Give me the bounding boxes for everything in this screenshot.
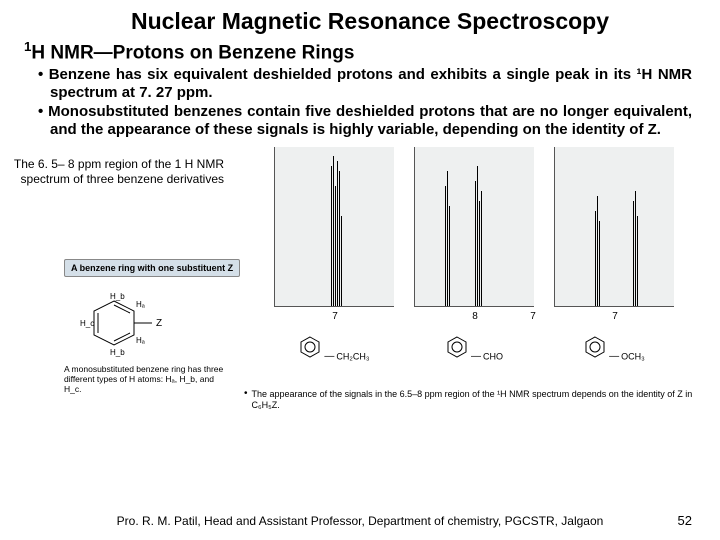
bullet-text: Monosubstituted benzenes contain five de… [48, 103, 692, 138]
slide-title: Nuclear Magnetic Resonance Spectroscopy [44, 8, 696, 35]
svg-text:H_c: H_c [80, 319, 94, 328]
benzene-box-label: A benzene ring with one substituent Z [64, 259, 240, 277]
nmr-peak [633, 201, 634, 306]
nmr-peak [449, 206, 450, 306]
svg-text:Z: Z [156, 318, 162, 329]
nmr-peak [481, 191, 482, 306]
svg-text:H_b: H_b [110, 292, 125, 301]
nmr-peak [599, 221, 600, 306]
nmr-peak [637, 216, 638, 306]
nmr-peak [597, 196, 598, 306]
benzene-sub-caption: A monosubstituted benzene ring has three… [64, 365, 224, 394]
spectra-row: 7877 [274, 147, 674, 307]
bullet-item: • Benzene has six equivalent deshielded … [38, 66, 692, 102]
axis-tick: 7 [332, 311, 338, 322]
nmr-peak [635, 191, 636, 306]
nmr-peak [341, 216, 342, 306]
spectrum-panel: 7 [554, 147, 674, 307]
nmr-peak [337, 161, 338, 306]
spectrum-panel: 87 [414, 147, 534, 307]
svg-text:H_b: H_b [110, 348, 125, 357]
slide-subtitle: 1H NMR—Protons on Benzene Rings [24, 39, 696, 64]
benzene-structure: —CHO [414, 335, 534, 362]
svg-text:Hₐ: Hₐ [136, 300, 146, 309]
bottom-caption-row: • The appearance of the signals in the 6… [244, 389, 704, 411]
benzene-diagram: Z Hₐ Hₐ H_b H_b H_c [74, 291, 194, 361]
axis-tick: 7 [612, 311, 618, 322]
bullet-item: • Monosubstituted benzenes contain five … [38, 103, 692, 139]
subtitle-text: H NMR—Protons on Benzene Rings [31, 42, 354, 63]
spectrum-panel: 7 [274, 147, 394, 307]
axis-tick: 7 [530, 311, 536, 322]
benzene-structure: —CH₂CH₃ [274, 335, 394, 362]
structures-row: —CH₂CH₃ —CHO —OCH₃ [274, 335, 674, 362]
nmr-peak [475, 181, 476, 306]
spectrum-caption: The 6. 5– 8 ppm region of the 1 H NMR sp… [4, 157, 224, 186]
nmr-peak [335, 186, 336, 306]
figure-area: The 6. 5– 8 ppm region of the 1 H NMR sp… [24, 147, 696, 467]
nmr-peak [445, 186, 446, 306]
footer-credit: Pro. R. M. Patil, Head and Assistant Pro… [0, 514, 720, 528]
nmr-peak [447, 171, 448, 306]
svg-text:Hₐ: Hₐ [136, 336, 146, 345]
nmr-peak [333, 156, 334, 306]
nmr-peak [479, 201, 480, 306]
nmr-peak [477, 166, 478, 306]
page-number: 52 [678, 513, 692, 528]
nmr-peak [339, 171, 340, 306]
bottom-caption: The appearance of the signals in the 6.5… [252, 389, 704, 411]
nmr-peak [595, 211, 596, 306]
benzene-structure: —OCH₃ [554, 335, 674, 362]
bullet-list: • Benzene has six equivalent deshielded … [38, 66, 692, 139]
axis-tick: 8 [472, 311, 478, 322]
nmr-peak [331, 166, 332, 306]
bullet-text: Benzene has six equivalent deshielded pr… [49, 66, 692, 101]
bullet-dot-icon: • [244, 389, 248, 399]
